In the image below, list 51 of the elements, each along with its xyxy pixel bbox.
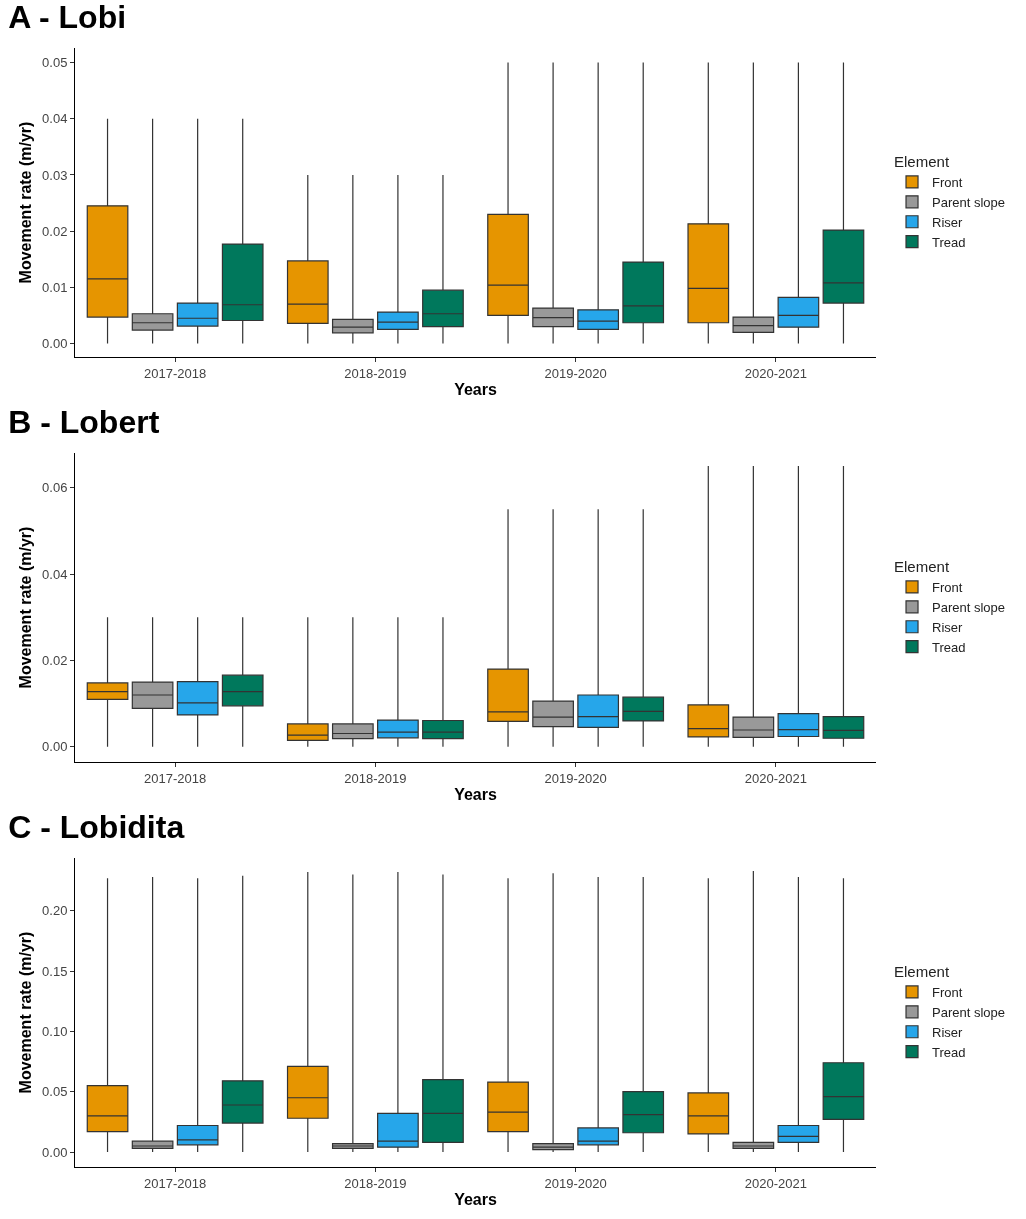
x-tick-label: 2018-2019	[344, 770, 407, 786]
legend-label: Tread	[932, 639, 966, 655]
legend-label: Front	[932, 985, 963, 1001]
legend-label: Parent slope	[932, 194, 1006, 210]
x-tick-label: 2019-2020	[544, 365, 607, 381]
y-tick-label: 0.04	[42, 566, 68, 582]
y-tick-label: 0.03	[42, 167, 68, 183]
x-axis-title: Years	[454, 786, 497, 804]
x-tick-label: 2019-2020	[544, 770, 607, 786]
y-tick-label: 0.02	[42, 652, 68, 668]
legend-label: Front	[932, 175, 963, 191]
y-tick-label: 0.01	[42, 279, 68, 295]
chart-title: A - Lobi	[8, 0, 127, 36]
y-axis-title: Movement rate (m/yr)	[16, 931, 34, 1094]
x-tick-label: 2017-2018	[144, 365, 207, 381]
legend-label: Parent slope	[932, 1004, 1006, 1020]
y-tick-label: 0.05	[42, 55, 68, 71]
chart-title: C - Lobidita	[8, 809, 185, 846]
y-tick-label: 0.15	[42, 963, 68, 979]
legend-title: Element	[894, 963, 950, 980]
x-tick-label: 2020-2021	[744, 770, 807, 786]
y-tick-label: 0.10	[42, 1023, 68, 1039]
x-axis-title: Years	[454, 381, 497, 399]
x-tick-label: 2017-2018	[144, 770, 207, 786]
legend-label: Tread	[932, 1044, 966, 1060]
chart-title: B - Lobert	[8, 404, 160, 441]
y-tick-label: 0.05	[42, 1084, 68, 1100]
x-tick-label: 2018-2019	[344, 1175, 407, 1191]
legend-label: Front	[932, 580, 963, 596]
x-tick-label: 2019-2020	[544, 1175, 607, 1191]
legend-title: Element	[894, 558, 950, 575]
legend-label: Riser	[932, 214, 964, 230]
y-axis-title: Movement rate (m/yr)	[16, 526, 34, 689]
x-tick-label: 2020-2021	[744, 1175, 807, 1191]
y-tick-label: 0.00	[42, 739, 68, 755]
y-tick-label: 0.02	[42, 223, 68, 239]
legend-label: Tread	[932, 234, 966, 250]
legend-title: Element	[894, 153, 950, 170]
legend-label: Riser	[932, 1024, 964, 1040]
legend-label: Parent slope	[932, 599, 1006, 615]
y-axis-title: Movement rate (m/yr)	[16, 121, 34, 284]
x-tick-label: 2017-2018	[144, 1175, 207, 1191]
legend-label: Riser	[932, 619, 964, 635]
y-tick-label: 0.00	[42, 336, 68, 352]
y-tick-label: 0.00	[42, 1144, 68, 1160]
y-tick-label: 0.20	[42, 903, 68, 919]
x-axis-title: Years	[454, 1191, 497, 1209]
y-tick-label: 0.06	[42, 480, 68, 496]
y-tick-label: 0.04	[42, 111, 68, 127]
x-tick-label: 2020-2021	[744, 365, 807, 381]
x-tick-label: 2018-2019	[344, 365, 407, 381]
